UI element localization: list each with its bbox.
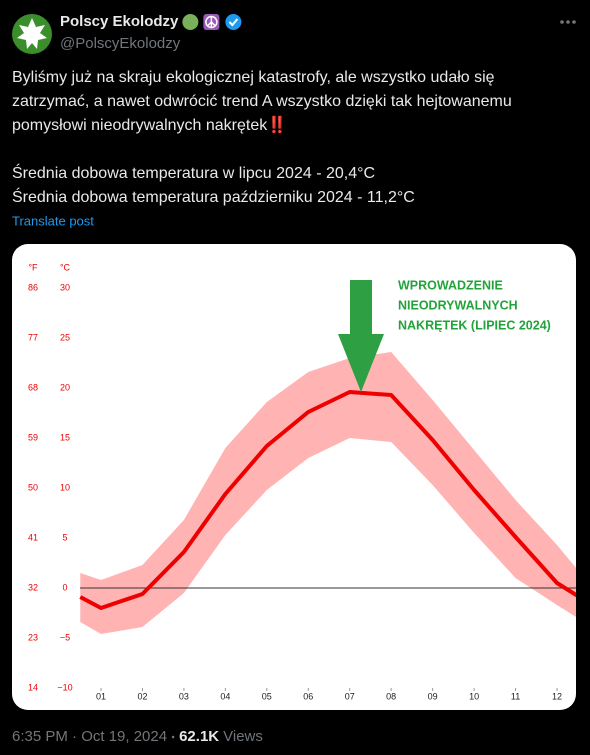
y-axis-label: °C — [60, 262, 71, 272]
chart: °F °C−10−50510152025301423324150596877860… — [28, 262, 576, 701]
author-name[interactable]: Polscy Ekolodzy — [60, 13, 179, 30]
y-tick-label: 5 — [62, 532, 67, 542]
author-handle[interactable]: @PolscyEkolodzy — [60, 35, 181, 52]
x-tick-label: 02 — [137, 691, 147, 701]
post-text-line: Byliśmy już na skraju ekologicznej katas… — [12, 69, 495, 86]
y2-tick-label: 14 — [28, 682, 38, 692]
x-tick-label: 10 — [469, 691, 479, 701]
views-label: Views — [223, 728, 263, 745]
y-tick-label: −10 — [57, 682, 72, 692]
y2-tick-label: 77 — [28, 332, 38, 342]
peace-emoji-sign — [206, 16, 216, 28]
y2-tick-label: 68 — [28, 382, 38, 392]
post-text-line: Średnia dobowa temperatura październiku … — [12, 187, 415, 206]
annotation: WPROWADZENIE NIEODRYWALNYCH NAKRĘTEK (LIPI… — [338, 278, 551, 392]
y-tick-label: 0 — [62, 582, 67, 592]
verified-badge — [225, 14, 242, 30]
y-tick-label: 15 — [60, 432, 70, 442]
temperature-line — [79, 390, 576, 610]
more-dot — [566, 20, 570, 24]
more-dot — [572, 20, 576, 24]
timestamp[interactable]: 6:35 PM · Oct 19, 2024 — [12, 728, 167, 745]
y2-tick-label: 41 — [28, 532, 38, 542]
y2-tick-label: 23 — [28, 632, 38, 642]
annotation-arrow — [338, 280, 384, 392]
avatar-leaf — [17, 18, 47, 49]
y-tick-label: 10 — [60, 482, 70, 492]
x-tick-label: 11 — [511, 691, 520, 701]
x-tick-label: 08 — [386, 691, 396, 701]
post-text-line: pomysłowi nieodrywalnych nakrętek‼️ — [12, 115, 287, 134]
x-tick-label: 01 — [96, 691, 106, 701]
annotation-text: NAKRĘTEK (LIPIEC 2024) — [398, 318, 551, 332]
verified-check — [228, 18, 239, 27]
x-tick-label: 12 — [552, 691, 562, 701]
x-tick-label: 09 — [428, 691, 438, 701]
y-tick-label: 25 — [60, 332, 70, 342]
y-tick-label: 30 — [60, 282, 70, 292]
x-tick-label: 05 — [262, 691, 272, 701]
x-tick-label: 07 — [345, 691, 355, 701]
y-tick-label: −5 — [60, 632, 70, 642]
author-badges — [182, 14, 242, 30]
y2-axis-label: °F — [28, 262, 38, 272]
x-tick-label: 04 — [220, 691, 230, 701]
y2-tick-label: 86 — [28, 282, 38, 292]
x-tick-label: 06 — [303, 691, 313, 701]
green-circle-emoji — [182, 14, 199, 30]
y2-tick-label: 59 — [28, 432, 38, 442]
y-tick-label: 20 — [60, 382, 70, 392]
annotation-text: WPROWADZENIE — [398, 278, 503, 292]
post-text-line: zatrzymać, a nawet odwrócić trend A wszy… — [12, 93, 512, 110]
more-dot — [560, 20, 564, 24]
x-tick-label: 03 — [179, 691, 189, 701]
y2-tick-label: 32 — [28, 582, 38, 592]
more-button[interactable] — [560, 20, 576, 24]
post-text-line: Średnia dobowa temperatura w lipcu 2024 … — [12, 163, 375, 182]
range-band — [80, 352, 576, 634]
y2-tick-label: 50 — [28, 482, 38, 492]
separator-dot — [171, 735, 175, 739]
annotation-text: NIEODRYWALNYCH — [398, 298, 518, 312]
translate-link[interactable]: Translate post — [12, 213, 94, 228]
views-count[interactable]: 62.1K — [179, 728, 219, 745]
